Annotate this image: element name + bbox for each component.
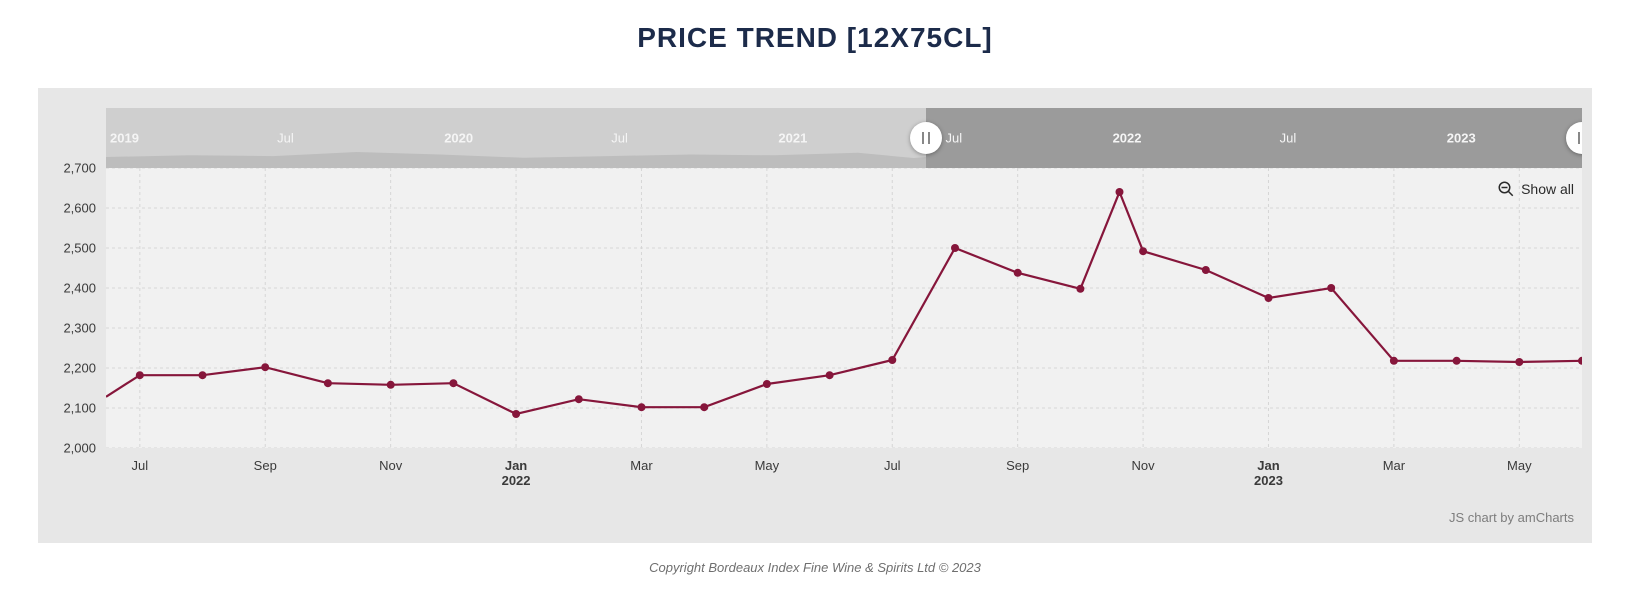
x-tick: Jul [884,458,901,473]
data-point[interactable] [449,379,457,387]
data-point[interactable] [324,379,332,387]
data-point[interactable] [1014,269,1022,277]
data-point[interactable] [575,395,583,403]
scrollbar-label: 2019 [110,131,139,146]
y-tick: 2,400 [38,281,96,296]
zoom-out-icon [1497,180,1515,198]
scrollbar-grip-left[interactable] [910,122,942,154]
data-point[interactable] [1327,284,1335,292]
data-point[interactable] [261,363,269,371]
chart-scrollbar[interactable]: 2019 Jul 2020 Jul 2021 Jul 2022 Jul 2023 [106,108,1582,168]
data-point[interactable] [1116,188,1124,196]
scrollbar-label: 2020 [444,131,473,146]
copyright-text: Copyright Bordeaux Index Fine Wine & Spi… [0,560,1630,575]
scrollbar-label: 2022 [1113,131,1142,146]
y-tick: 2,000 [38,441,96,456]
page-title: PRICE TREND [12X75CL] [0,0,1630,66]
data-point[interactable] [888,356,896,364]
scrollbar-label: Jul [1280,131,1297,146]
data-point[interactable] [763,380,771,388]
x-tick: Jul [132,458,149,473]
data-point[interactable] [136,371,144,379]
scrollbar-label: 2023 [1447,131,1476,146]
x-tick: Sep [1006,458,1029,473]
y-axis: 2,0002,1002,2002,3002,4002,5002,6002,700 [38,168,106,448]
data-point[interactable] [1139,247,1147,255]
y-tick: 2,500 [38,241,96,256]
x-axis: Jul Sep Nov Jan2022 Mar May Jul Sep Nov Jan2023 Ma… [106,448,1582,508]
data-point[interactable] [387,381,395,389]
scrollbar-label: Jul [945,131,962,146]
y-tick: 2,100 [38,401,96,416]
x-tick: Jan2022 [502,458,531,488]
x-tick: Mar [630,458,652,473]
y-tick: 2,600 [38,201,96,216]
x-tick: Nov [1132,458,1155,473]
y-tick: 2,300 [38,321,96,336]
scrollbar-label: Jul [277,131,294,146]
data-point[interactable] [1390,357,1398,365]
scrollbar-selection[interactable] [926,108,1582,168]
x-tick: Jan2023 [1254,458,1283,488]
plot-area[interactable] [106,168,1582,448]
scrollbar-label: Jul [611,131,628,146]
data-point[interactable] [512,410,520,418]
plot-svg [106,168,1582,448]
data-point[interactable] [1453,357,1461,365]
data-point[interactable] [1202,266,1210,274]
chart-container: 2019 Jul 2020 Jul 2021 Jul 2022 Jul 2023 2,000 2,… [38,88,1592,543]
data-point[interactable] [700,403,708,411]
show-all-button[interactable]: Show all [1497,180,1574,198]
data-point[interactable] [638,403,646,411]
data-point[interactable] [1265,294,1273,302]
x-tick: May [755,458,780,473]
data-point[interactable] [951,244,959,252]
y-tick: 2,200 [38,361,96,376]
x-tick: Sep [254,458,277,473]
x-tick: May [1507,458,1532,473]
scrollbar-label: 2021 [778,131,807,146]
data-point[interactable] [826,371,834,379]
data-point[interactable] [1076,285,1084,293]
chart-credit[interactable]: JS chart by amCharts [1449,510,1574,525]
show-all-label: Show all [1521,181,1574,197]
data-point[interactable] [1578,357,1582,365]
data-point[interactable] [1515,358,1523,366]
data-point[interactable] [199,371,207,379]
x-tick: Nov [379,458,402,473]
y-tick: 2,700 [38,161,96,176]
x-tick: Mar [1383,458,1405,473]
